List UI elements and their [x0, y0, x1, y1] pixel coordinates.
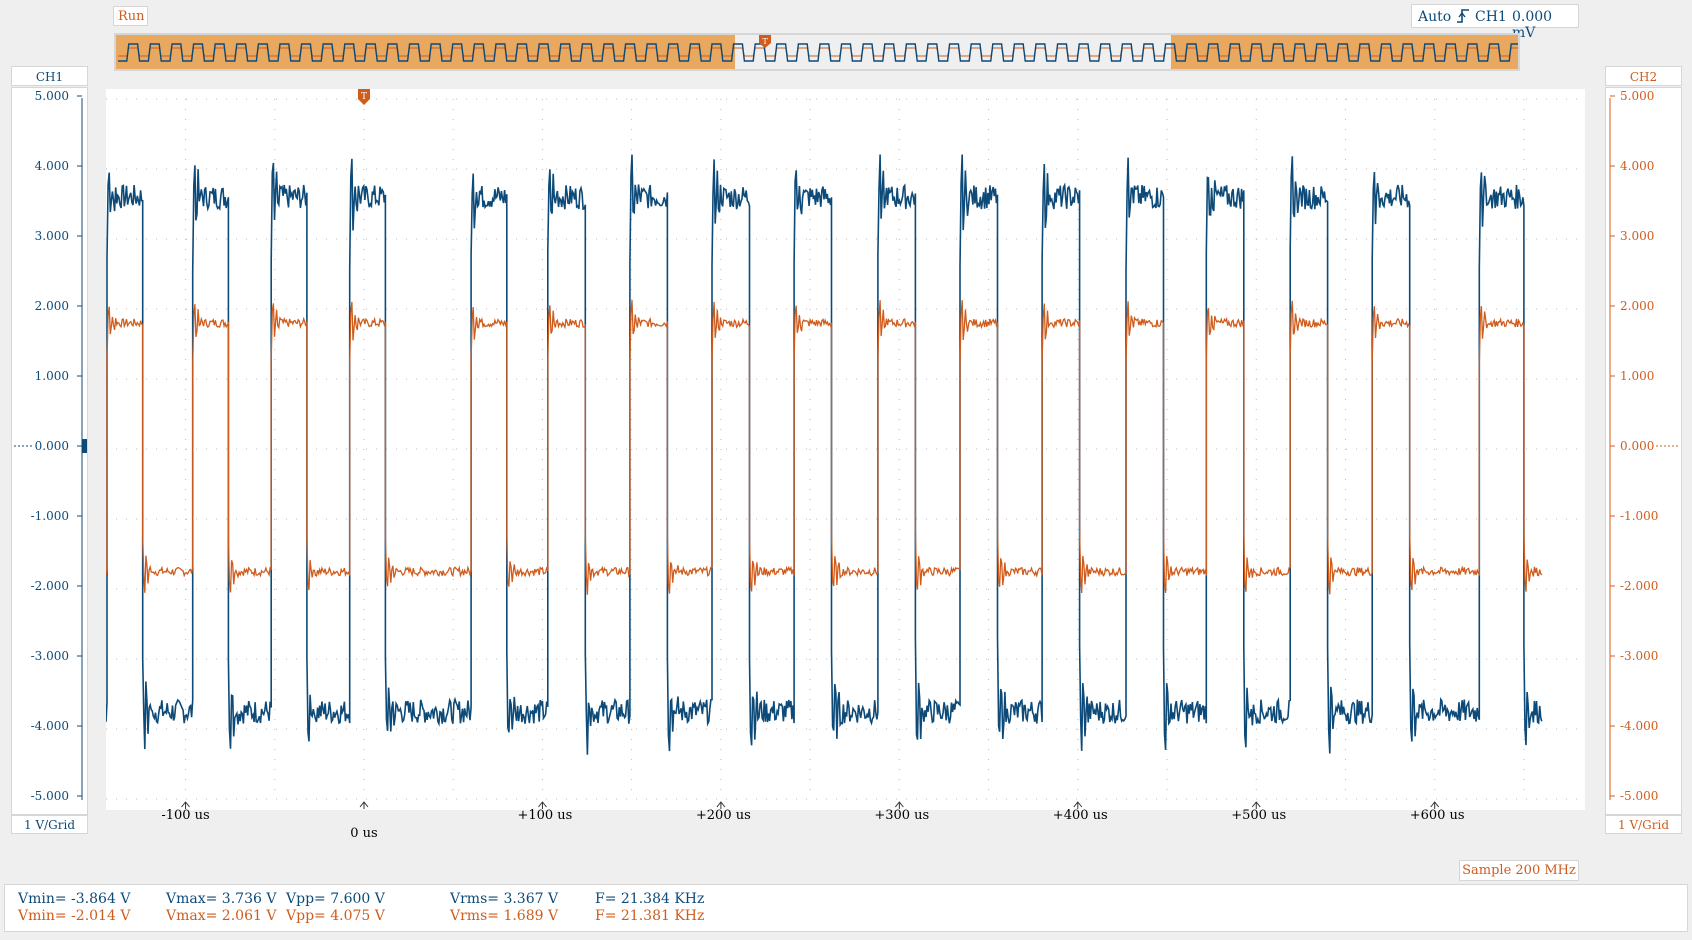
- axis-tick-label: 2.000: [35, 299, 69, 313]
- time-tick: [181, 801, 190, 809]
- axis-tick-label: 4.000: [1620, 159, 1654, 173]
- ch1-zero-marker: [82, 439, 87, 453]
- overview-trigger-label: T: [762, 37, 768, 46]
- sample-rate-label: Sample 200 MHz: [1459, 860, 1579, 881]
- axis-tick-label: 5.000: [1620, 89, 1654, 103]
- ch1-vpp: Vpp= 7.600 V: [286, 891, 385, 907]
- time-tick: [894, 801, 904, 809]
- time-tick: [359, 801, 369, 809]
- axis-tick-label: -5.000: [31, 789, 69, 803]
- waveform-plot[interactable]: T: [106, 89, 1585, 810]
- ch1-vmax: Vmax= 3.736 V: [166, 891, 277, 907]
- rising-edge-icon: [1456, 6, 1470, 30]
- overview-region-right: [1171, 35, 1518, 69]
- overview-ch1-trace: [118, 43, 1518, 62]
- ch1-scale-label[interactable]: 1 V/Grid: [11, 815, 88, 834]
- ch2-voltage-axis[interactable]: 5.000 4.000 3.000 2.000 1.000 0.000 -1.000 -2.0…: [1605, 87, 1682, 815]
- ch1-vrms: Vrms= 3.367 V: [450, 891, 559, 907]
- trigger-mode[interactable]: Auto: [1418, 9, 1452, 25]
- axis-tick-label: -2.000: [31, 579, 69, 593]
- time-tick: [716, 801, 726, 809]
- trigger-marker-label: T: [361, 92, 367, 102]
- time-label: 0 us: [350, 826, 378, 841]
- ch2-frequency: F= 21.381 KHz: [595, 908, 705, 924]
- axis-tick-label: -5.000: [1620, 789, 1658, 803]
- ch1-label[interactable]: CH1: [11, 66, 88, 86]
- overview-region-left: [116, 35, 735, 69]
- overview-window: [735, 35, 1171, 69]
- time-label: +600 us: [1409, 808, 1465, 823]
- ch2-vpp: Vpp= 4.075 V: [286, 908, 385, 924]
- measurements-panel: Vmin= -3.864 V Vmax= 3.736 V Vpp= 7.600 …: [4, 884, 1688, 932]
- axis-tick-label: -4.000: [31, 719, 69, 733]
- axis-tick-label: 1.000: [1620, 369, 1654, 383]
- axis-tick-label: 3.000: [1620, 229, 1654, 243]
- axis-tick-label: -1.000: [31, 509, 69, 523]
- ch2-label[interactable]: CH2: [1605, 66, 1682, 86]
- axis-tick-label: 2.000: [1620, 299, 1654, 313]
- ch1-voltage-axis[interactable]: 5.000 4.000 3.000 2.000 1.000 0.000 -1.000 -2.0…: [11, 87, 88, 815]
- ch1-vmin: Vmin= -3.864 V: [18, 891, 131, 907]
- trigger-level[interactable]: 0.000 mV: [1512, 9, 1553, 41]
- time-label: +500 us: [1231, 808, 1287, 823]
- axis-tick-label: -4.000: [1620, 719, 1658, 733]
- axis-tick-label: 5.000: [35, 89, 69, 103]
- axis-tick-label: -2.000: [1620, 579, 1658, 593]
- ch2-scale-label[interactable]: 1 V/Grid: [1605, 815, 1682, 834]
- axis-tick-label: 0.000: [1620, 439, 1654, 453]
- axis-tick-label: -3.000: [1620, 649, 1658, 663]
- ch1-frequency: F= 21.384 KHz: [595, 891, 705, 907]
- time-tick: [538, 801, 547, 809]
- time-tick: [1073, 801, 1083, 809]
- ch2-waveform: [106, 300, 1543, 595]
- waveform-overview[interactable]: T: [114, 33, 1520, 71]
- overview-trigger-marker: [759, 35, 771, 48]
- run-status-button[interactable]: Run: [113, 6, 148, 26]
- ch2-vrms: Vrms= 1.689 V: [450, 908, 559, 924]
- trigger-panel[interactable]: Auto CH1 0.000 mV: [1411, 4, 1579, 41]
- time-label: +100 us: [517, 808, 573, 823]
- axis-tick-label: 4.000: [35, 159, 69, 173]
- trigger-position-marker: [358, 89, 370, 105]
- ch2-vmax: Vmax= 2.061 V: [166, 908, 277, 924]
- time-label: +300 us: [874, 808, 930, 823]
- ch1-waveform: [106, 154, 1543, 755]
- time-tick: [1430, 801, 1440, 809]
- axis-tick-label: 1.000: [35, 369, 69, 383]
- ch2-vmin: Vmin= -2.014 V: [18, 908, 131, 924]
- axis-tick-label: 3.000: [35, 229, 69, 243]
- time-label: -100 us: [161, 808, 210, 823]
- trigger-source[interactable]: CH1: [1475, 9, 1507, 25]
- time-label: +400 us: [1052, 808, 1108, 823]
- axis-tick-label: -1.000: [1620, 509, 1658, 523]
- time-label: +200 us: [695, 808, 751, 823]
- time-tick: [1251, 801, 1261, 809]
- axis-tick-label: -3.000: [31, 649, 69, 663]
- axis-tick-label: 0.000: [35, 439, 69, 453]
